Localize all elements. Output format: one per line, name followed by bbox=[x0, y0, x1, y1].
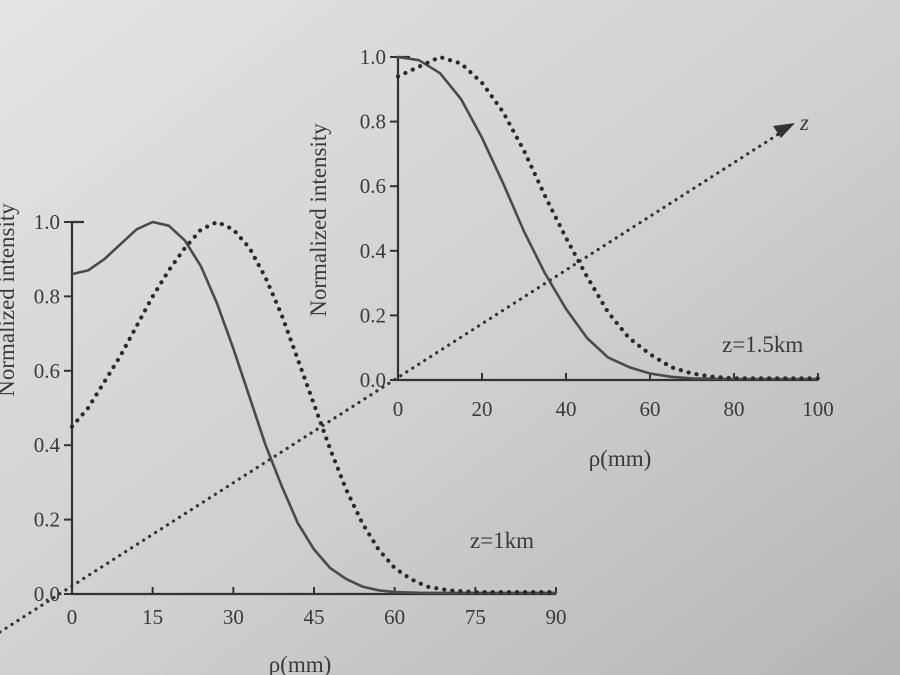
chart-z-1-5km: 0.0 0.2 0.4 0.6 0.8 1.0 0 20 40 60 80 100 z=1.5km ρ(m… bbox=[306, 45, 834, 471]
front-x-tick-label: 90 bbox=[546, 605, 567, 629]
front-x-tick-label: 75 bbox=[465, 605, 486, 629]
back-y-tick-label: 1.0 bbox=[360, 45, 386, 69]
z-axis-label: z bbox=[799, 110, 809, 135]
front-y-tick-label: 0.2 bbox=[34, 508, 60, 532]
back-x-tick-label: 20 bbox=[472, 397, 493, 421]
z-axis-arrowhead bbox=[773, 123, 795, 138]
front-y-tick-label: 0.4 bbox=[34, 433, 61, 457]
back-y-tick-label: 0.6 bbox=[360, 174, 386, 198]
front-y-tick-label: 0.0 bbox=[34, 582, 60, 606]
front-y-tick-label: 0.8 bbox=[34, 284, 60, 308]
back-x-tick-label: 100 bbox=[802, 397, 834, 421]
back-y-tick-label: 0.8 bbox=[360, 110, 386, 134]
back-z-annotation: z=1.5km bbox=[722, 332, 803, 357]
back-x-tick-label: 60 bbox=[640, 397, 661, 421]
front-y-tick-label: 1.0 bbox=[34, 210, 60, 234]
back-y-axis-label: Normalized intensity bbox=[306, 123, 331, 317]
front-y-tick-label: 0.6 bbox=[34, 359, 60, 383]
back-y-tick-label: 0.4 bbox=[360, 239, 387, 263]
z-axis-line bbox=[0, 128, 787, 634]
back-x-tick-label: 40 bbox=[556, 397, 577, 421]
front-x-axis-label: ρ(mm) bbox=[269, 652, 332, 675]
chart-z-1km: 0.0 0.2 0.4 0.6 0.8 1.0 0 15 30 45 60 75 90 z=1km ρ(mm… bbox=[0, 203, 567, 675]
front-series-solid-line bbox=[70, 220, 558, 595]
front-x-tick-label: 45 bbox=[304, 605, 325, 629]
front-y-axis-label: Normalized intensity bbox=[0, 203, 19, 397]
front-series-dotted-line bbox=[69, 219, 559, 595]
back-y-tick-label: 0.2 bbox=[360, 303, 386, 327]
back-y-tick-label: 0.0 bbox=[360, 368, 386, 392]
back-x-tick-label: 0 bbox=[393, 397, 404, 421]
front-x-tick-label: 30 bbox=[223, 605, 244, 629]
front-x-tick-label: 15 bbox=[142, 605, 163, 629]
back-x-tick-label: 80 bbox=[724, 397, 745, 421]
back-series-dotted-line bbox=[395, 54, 821, 381]
z-axis-arrow: z bbox=[0, 110, 809, 634]
front-x-tick-label: 60 bbox=[384, 605, 405, 629]
front-x-tick-label: 0 bbox=[67, 605, 78, 629]
back-series-solid-line bbox=[396, 55, 820, 381]
back-x-axis-label: ρ(mm) bbox=[589, 446, 652, 471]
front-z-annotation: z=1km bbox=[470, 528, 534, 553]
